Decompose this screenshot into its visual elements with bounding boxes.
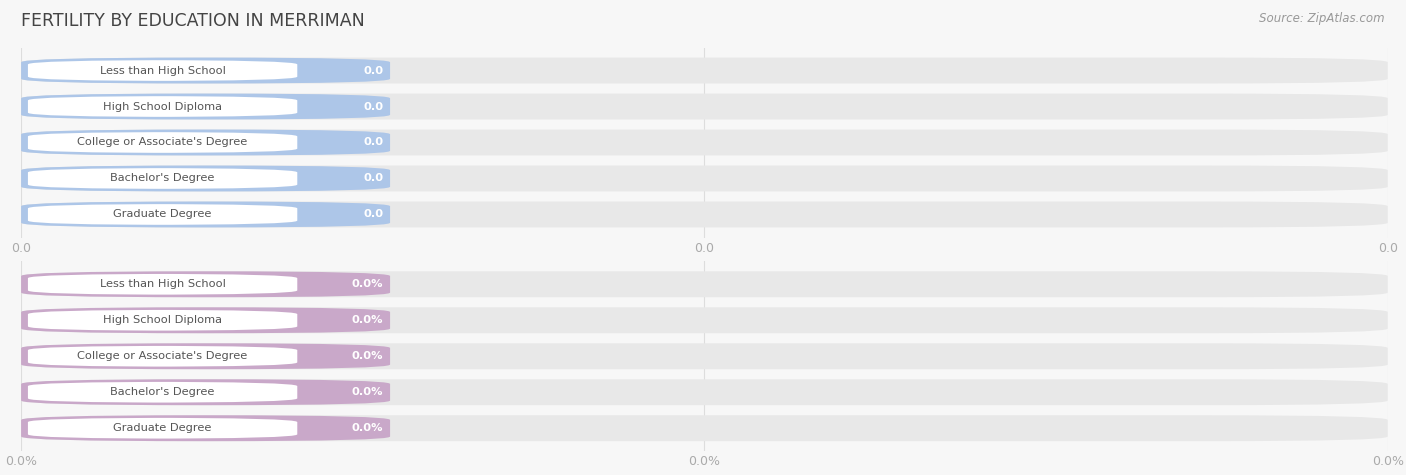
FancyBboxPatch shape <box>28 274 297 294</box>
Text: Bachelor's Degree: Bachelor's Degree <box>111 387 215 397</box>
FancyBboxPatch shape <box>28 132 297 153</box>
FancyBboxPatch shape <box>21 271 1388 297</box>
Text: College or Associate's Degree: College or Associate's Degree <box>77 351 247 361</box>
FancyBboxPatch shape <box>21 379 389 405</box>
Text: 0.0: 0.0 <box>363 66 384 76</box>
FancyBboxPatch shape <box>21 343 389 369</box>
FancyBboxPatch shape <box>21 57 389 84</box>
FancyBboxPatch shape <box>28 310 297 331</box>
FancyBboxPatch shape <box>21 415 1388 441</box>
FancyBboxPatch shape <box>21 130 1388 155</box>
Text: 0.0: 0.0 <box>363 102 384 112</box>
FancyBboxPatch shape <box>21 165 389 191</box>
Text: Graduate Degree: Graduate Degree <box>114 423 212 433</box>
Text: Less than High School: Less than High School <box>100 279 225 289</box>
FancyBboxPatch shape <box>21 379 1388 405</box>
FancyBboxPatch shape <box>28 204 297 225</box>
Text: Less than High School: Less than High School <box>100 66 225 76</box>
FancyBboxPatch shape <box>21 201 389 228</box>
Text: 0.0%: 0.0% <box>352 351 384 361</box>
FancyBboxPatch shape <box>21 94 389 120</box>
FancyBboxPatch shape <box>21 271 389 297</box>
FancyBboxPatch shape <box>21 307 1388 333</box>
Text: 0.0%: 0.0% <box>352 387 384 397</box>
Text: 0.0: 0.0 <box>363 209 384 219</box>
FancyBboxPatch shape <box>28 418 297 438</box>
Text: 0.0: 0.0 <box>363 173 384 183</box>
Text: High School Diploma: High School Diploma <box>103 102 222 112</box>
Text: 0.0%: 0.0% <box>352 279 384 289</box>
Text: 0.0: 0.0 <box>363 137 384 148</box>
FancyBboxPatch shape <box>28 382 297 403</box>
FancyBboxPatch shape <box>21 130 389 155</box>
FancyBboxPatch shape <box>21 94 1388 120</box>
FancyBboxPatch shape <box>21 201 1388 228</box>
FancyBboxPatch shape <box>28 346 297 367</box>
FancyBboxPatch shape <box>21 307 389 333</box>
Text: 0.0%: 0.0% <box>352 423 384 433</box>
Text: Source: ZipAtlas.com: Source: ZipAtlas.com <box>1260 12 1385 25</box>
Text: Bachelor's Degree: Bachelor's Degree <box>111 173 215 183</box>
FancyBboxPatch shape <box>28 60 297 81</box>
Text: FERTILITY BY EDUCATION IN MERRIMAN: FERTILITY BY EDUCATION IN MERRIMAN <box>21 12 364 30</box>
FancyBboxPatch shape <box>28 96 297 117</box>
Text: College or Associate's Degree: College or Associate's Degree <box>77 137 247 148</box>
FancyBboxPatch shape <box>28 168 297 189</box>
Text: 0.0%: 0.0% <box>352 315 384 325</box>
FancyBboxPatch shape <box>21 343 1388 369</box>
FancyBboxPatch shape <box>21 415 389 441</box>
Text: Graduate Degree: Graduate Degree <box>114 209 212 219</box>
FancyBboxPatch shape <box>21 57 1388 84</box>
Text: High School Diploma: High School Diploma <box>103 315 222 325</box>
FancyBboxPatch shape <box>21 165 1388 191</box>
